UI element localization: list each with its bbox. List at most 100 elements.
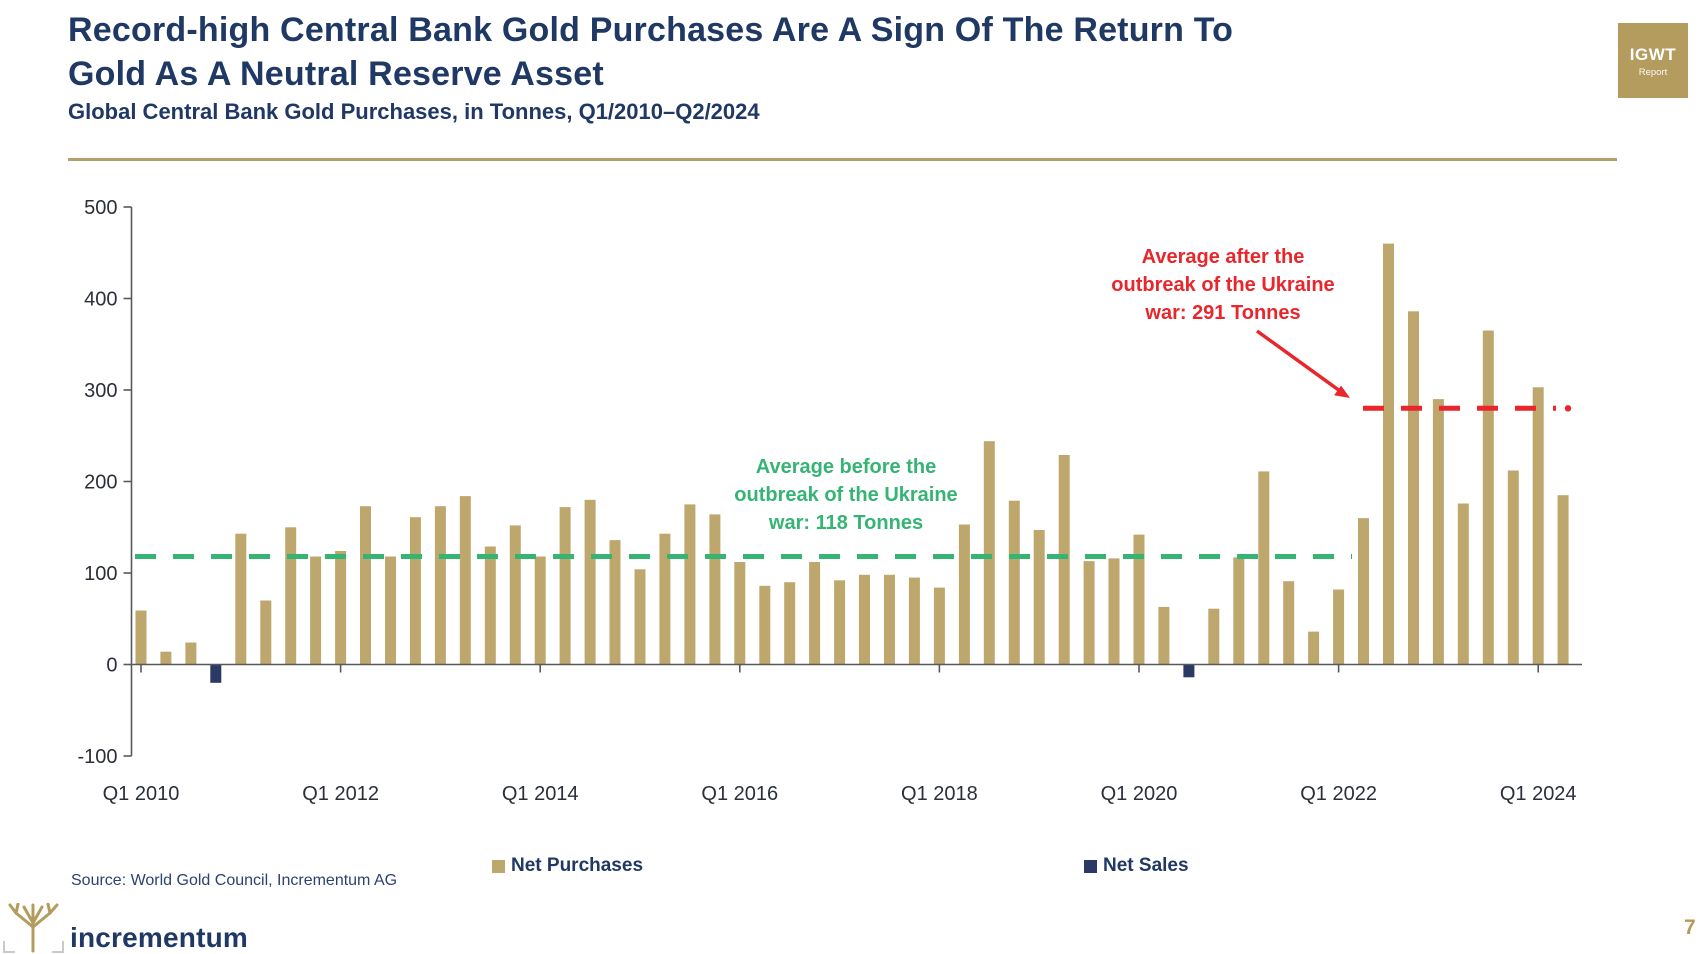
avg-after-line-end-dot [1564,405,1572,412]
avg-before-line1: Average before the [755,456,937,478]
bar-q4-2012 [409,517,421,665]
bar-q4-2011 [310,556,322,665]
bar-q3-2018 [983,441,995,665]
y-tick-label-300: 300 [84,380,117,402]
bar-q4-2023 [1507,470,1519,665]
y-tick-label-100: 100 [84,563,117,585]
bar-q3-2017 [884,574,895,665]
bar-q2-2023 [1457,503,1469,665]
bar-q1-2023 [1432,399,1444,665]
bar-q4-2010 [210,664,222,683]
page-title: Record-high Central Bank Gold Purchases … [68,8,1488,96]
incrementum-wordmark: incrementum [70,922,249,953]
y-tick-label-0: 0 [106,655,117,677]
bar-q1-2016 [734,562,746,665]
bar-q1-2024 [1532,387,1544,665]
avg-after-line1: Average after the [1141,246,1305,268]
bar-q2-2019 [1058,455,1070,665]
bar-q4-2020 [1208,608,1220,665]
bar-q4-2019 [1108,558,1120,665]
y-tick-label--100: -100 [77,746,117,768]
net-sales-label: Net Sales [1103,855,1189,876]
bar-q3-2013 [484,546,496,665]
bar-q3-2015 [684,504,696,665]
bar-q2-2020 [1158,606,1170,665]
x-tick-label-7: Q1 2024 [1500,783,1577,805]
bar-q3-2014 [584,499,596,665]
tree-icon [8,903,59,953]
y-tick-label-400: 400 [84,289,117,311]
x-tick-label-6: Q1 2022 [1300,783,1377,805]
badge-subtitle: Report [1638,67,1668,78]
annotation-arrow-head [1334,385,1350,398]
x-tick-label-1: Q1 2012 [302,783,379,805]
avg-after-line3: war: 291 Tonnes [1145,302,1301,324]
bar-q2-2013 [459,496,471,665]
bar-q3-2021 [1283,581,1295,665]
chart-subtitle: Global Central Bank Gold Purchases, in T… [68,99,760,124]
y-tick-label-200: 200 [84,472,117,494]
bar-q1-2010 [135,610,147,665]
bar-q3-2019 [1083,561,1095,665]
avg-after-annotation: Average after the outbreak of the Ukrain… [1111,243,1334,327]
bar-q4-2016 [809,562,821,665]
bar-q2-2024 [1557,495,1569,665]
bar-q4-2017 [908,577,920,665]
bar-q1-2011 [235,533,247,665]
bar-q2-2021 [1258,471,1270,665]
bar-q1-2019 [1033,530,1045,665]
legend-net-purchases: Net Purchases [492,855,643,877]
bar-q2-2017 [859,574,870,665]
bar-q4-2013 [509,525,521,665]
bar-q4-2022 [1408,311,1419,665]
net-purchases-swatch [492,859,505,873]
bar-q1-2017 [834,580,846,665]
bar-q3-2011 [285,527,297,665]
bar-q3-2020 [1183,664,1195,678]
avg-before-line3: war: 118 Tonnes [768,512,924,534]
bar-q3-2010 [185,642,197,665]
logo-brackets [3,941,64,953]
source-note: Source: World Gold Council, Incrementum … [71,872,398,889]
avg-after-line2: outbreak of the Ukraine [1111,274,1335,296]
bar-q4-2018 [1008,500,1020,665]
y-tick-label-500: 500 [84,197,117,219]
net-purchases-label: Net Purchases [511,855,644,876]
bar-q4-2014 [609,540,621,665]
incrementum-tree-logo [3,903,64,953]
bar-q3-2016 [784,582,796,665]
x-tick-label-3: Q1 2016 [701,783,778,805]
bar-q4-2021 [1308,631,1320,665]
badge-title: IGWT [1629,45,1677,64]
bar-q2-2022 [1358,518,1369,665]
bar-q2-2016 [759,585,771,665]
bar-q2-2018 [958,524,970,665]
bar-q1-2021 [1233,557,1245,665]
bar-q2-2011 [260,600,272,665]
avg-before-line2: outbreak of the Ukraine [734,484,958,506]
avg-before-annotation: Average before the outbreak of the Ukrai… [734,453,957,537]
bar-q3-2023 [1482,330,1494,665]
title-line-1: Record-high Central Bank Gold Purchases … [68,11,1234,49]
bar-q3-2012 [385,556,396,665]
bar-q2-2014 [559,507,571,665]
bar-q1-2018 [933,587,945,665]
bar-q3-2022 [1383,243,1394,665]
bar-q4-2015 [709,514,721,665]
bar-q1-2020 [1133,534,1145,665]
net-sales-swatch [1084,859,1097,873]
legend-net-sales: Net Sales [1084,855,1189,877]
page-number: 7 [1684,916,1696,939]
bar-q1-2022 [1333,589,1345,665]
bar-q1-2012 [335,551,347,665]
bar-q1-2015 [634,569,646,665]
x-tick-label-4: Q1 2018 [901,783,978,805]
bar-q2-2012 [360,506,371,665]
bar-q1-2014 [534,556,546,665]
annotation-arrow-shaft [1255,329,1342,393]
bar-q1-2013 [434,506,446,665]
x-tick-label-5: Q1 2020 [1101,783,1178,805]
bar-q2-2010 [160,651,172,665]
